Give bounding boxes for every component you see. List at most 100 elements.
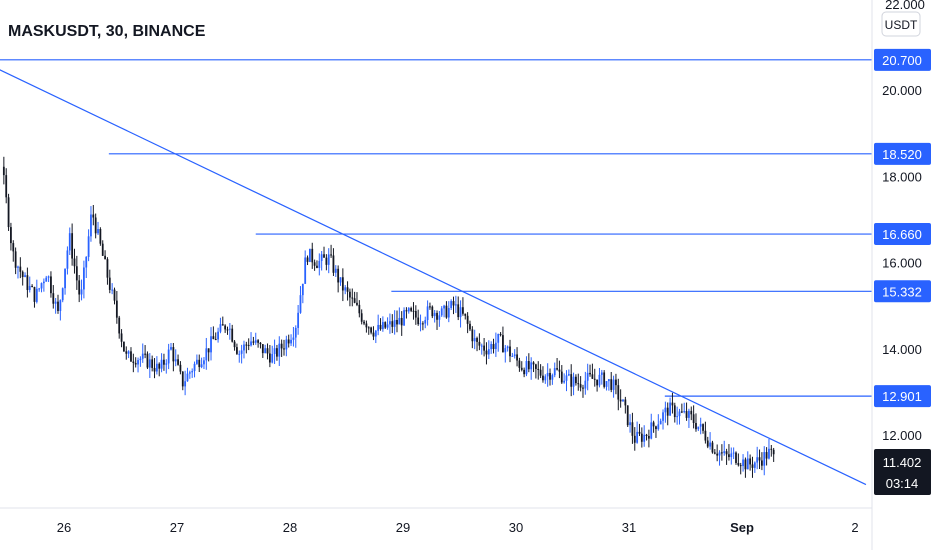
- candle-body: [179, 364, 182, 372]
- candle-body: [391, 321, 394, 327]
- candle-body: [287, 339, 290, 344]
- candle-body: [170, 347, 172, 350]
- candle-body: [167, 349, 170, 364]
- candle-body: [558, 369, 561, 372]
- candle-body: [5, 175, 8, 198]
- candle-body: [706, 440, 709, 447]
- candle-body: [73, 258, 76, 267]
- candle-body: [758, 457, 761, 461]
- unit-button[interactable]: [881, 11, 921, 37]
- candle-body: [217, 331, 219, 340]
- candle-body: [763, 452, 766, 466]
- candle-body: [513, 354, 516, 356]
- candle-body: [31, 285, 34, 287]
- candle-body: [570, 374, 573, 387]
- candle-body: [530, 362, 533, 370]
- candle-body: [499, 333, 502, 336]
- candle-body: [153, 367, 156, 372]
- candle-body: [268, 353, 271, 363]
- candle-body: [318, 260, 321, 268]
- candle-body: [497, 333, 500, 343]
- candle-body: [47, 276, 50, 278]
- candle-body: [203, 360, 205, 365]
- candle-body: [678, 411, 681, 417]
- candle-body: [339, 277, 342, 283]
- candle-body: [744, 459, 747, 470]
- price-tick-label: 16.000: [882, 256, 922, 271]
- horizontal-levels[interactable]: [0, 59, 872, 397]
- candle-body: [87, 236, 90, 257]
- candle-body: [737, 462, 740, 466]
- candle-body: [243, 344, 245, 351]
- candle-body: [363, 321, 365, 324]
- candle-body: [193, 363, 196, 372]
- candle-body: [753, 462, 756, 468]
- candle-body: [579, 384, 582, 388]
- candle-body: [584, 380, 587, 389]
- candle-body: [765, 452, 768, 459]
- candle-body: [659, 420, 662, 425]
- candle-body: [252, 341, 255, 343]
- candle-body: [407, 308, 410, 312]
- candle-body: [596, 379, 599, 386]
- candle-body: [367, 327, 370, 329]
- candle-body: [445, 305, 448, 318]
- candle-body: [207, 348, 210, 353]
- candle-body: [709, 442, 712, 447]
- candle-body: [735, 452, 737, 463]
- candle-body: [419, 323, 422, 325]
- candle-body: [636, 431, 639, 443]
- candle-body: [655, 426, 657, 430]
- candle-body: [756, 457, 759, 463]
- unit-label: USDT: [885, 18, 918, 32]
- trendline[interactable]: [0, 60, 867, 486]
- price-axis-ticks: 12.000 14.000 16.000 18.000 20.000: [882, 83, 922, 443]
- candle-body: [459, 307, 462, 318]
- candle-body: [666, 407, 669, 416]
- candle-body: [294, 327, 297, 338]
- candle-body: [365, 323, 368, 328]
- candle-body: [292, 337, 295, 340]
- candle-body: [650, 422, 653, 439]
- candle-body: [344, 287, 347, 291]
- price-tick-label: 20.000: [882, 83, 922, 98]
- trendline-layer[interactable]: [0, 60, 867, 486]
- candle-body: [115, 300, 118, 318]
- candle-body: [250, 341, 252, 346]
- price-tick-label: 18.000: [882, 169, 922, 184]
- time-axis-ticks[interactable]: 26 27 28 29 30 31 Sep 2: [57, 520, 859, 535]
- candle-body: [676, 416, 679, 418]
- time-tick-label: Sep: [730, 520, 754, 535]
- candle-body: [563, 380, 566, 383]
- candle-body: [360, 313, 363, 322]
- candle-body: [210, 336, 212, 353]
- candle-body: [746, 458, 749, 470]
- candle-body: [389, 321, 391, 325]
- candle-body: [553, 368, 556, 376]
- candle-body: [71, 233, 74, 259]
- candle-body: [59, 300, 62, 311]
- candle-body: [181, 371, 184, 387]
- candle-body: [24, 275, 26, 277]
- candle-body: [320, 254, 323, 261]
- candle-body: [311, 248, 314, 263]
- candle-body: [622, 399, 624, 402]
- price-axis[interactable]: 22.000 USDT 12.000 14.000 16.000 18.000 20.0…: [874, 0, 931, 495]
- candle-body: [516, 354, 518, 361]
- candle-body: [615, 379, 617, 386]
- candle-body: [607, 379, 610, 382]
- candle-body: [28, 285, 31, 290]
- candle-body: [638, 431, 641, 434]
- candle-body: [139, 358, 142, 361]
- candle-body: [511, 355, 514, 357]
- candle-body: [527, 361, 530, 370]
- candle-body: [396, 319, 398, 325]
- candle-body: [582, 387, 584, 389]
- candle-body: [466, 315, 469, 324]
- candle-body: [643, 434, 646, 442]
- candle-body: [301, 283, 304, 296]
- candle-body: [85, 256, 88, 268]
- candle-body: [593, 378, 596, 380]
- candle-body: [720, 452, 723, 454]
